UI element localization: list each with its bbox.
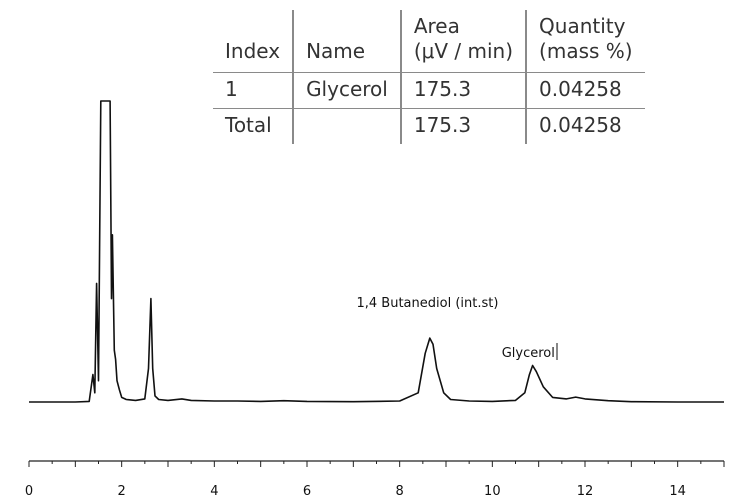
x-tick-label: 10 xyxy=(484,484,501,499)
plot-area xyxy=(29,100,724,403)
header-area-unit: (μV / min) xyxy=(413,39,514,63)
header-quantity: Quantity (mass %) xyxy=(525,10,645,73)
header-area: Area (μV / min) xyxy=(399,10,527,73)
x-tick-label: 6 xyxy=(303,484,311,499)
x-tick-label: 4 xyxy=(210,484,218,499)
x-tick-label: 8 xyxy=(396,484,404,499)
table-header-row: Index Name Area (μV / min) Quantity (mas… xyxy=(213,10,645,73)
header-name: Name xyxy=(292,10,401,73)
results-table: Index Name Area (μV / min) Quantity (mas… xyxy=(213,10,645,144)
x-tick-label: 0 xyxy=(25,484,33,499)
table-row: Total 175.3 0.04258 xyxy=(213,108,645,144)
cell-area: 175.3 xyxy=(399,72,527,109)
cell-quantity: 0.04258 xyxy=(525,108,645,144)
x-tick-label: 2 xyxy=(118,484,126,499)
x-tick-label: 14 xyxy=(669,484,686,499)
cell-name xyxy=(292,108,401,144)
cell-area: 175.3 xyxy=(399,108,527,144)
cell-index: Total xyxy=(213,108,294,144)
cell-index: 1 xyxy=(213,72,294,109)
header-index: Index xyxy=(225,39,281,63)
x-tick-label: 12 xyxy=(577,484,594,499)
header-quantity-title: Quantity xyxy=(539,14,626,38)
cell-name: Glycerol xyxy=(292,72,401,109)
table-row: 1 Glycerol 175.3 0.04258 xyxy=(213,72,645,109)
header-area-title: Area xyxy=(413,14,460,38)
chromatogram-trace xyxy=(29,100,724,403)
header-quantity-unit: (mass %) xyxy=(539,39,633,63)
cell-quantity: 0.04258 xyxy=(525,72,645,109)
peak-annotations: 1,4 Butanediol (int.st) Glycerol xyxy=(357,296,558,361)
x-axis: 0 2 4 6 8 10 12 14 xyxy=(25,460,725,499)
annotation-glycerol: Glycerol xyxy=(502,346,555,361)
annotation-butanediol: 1,4 Butanediol (int.st) xyxy=(357,296,499,311)
